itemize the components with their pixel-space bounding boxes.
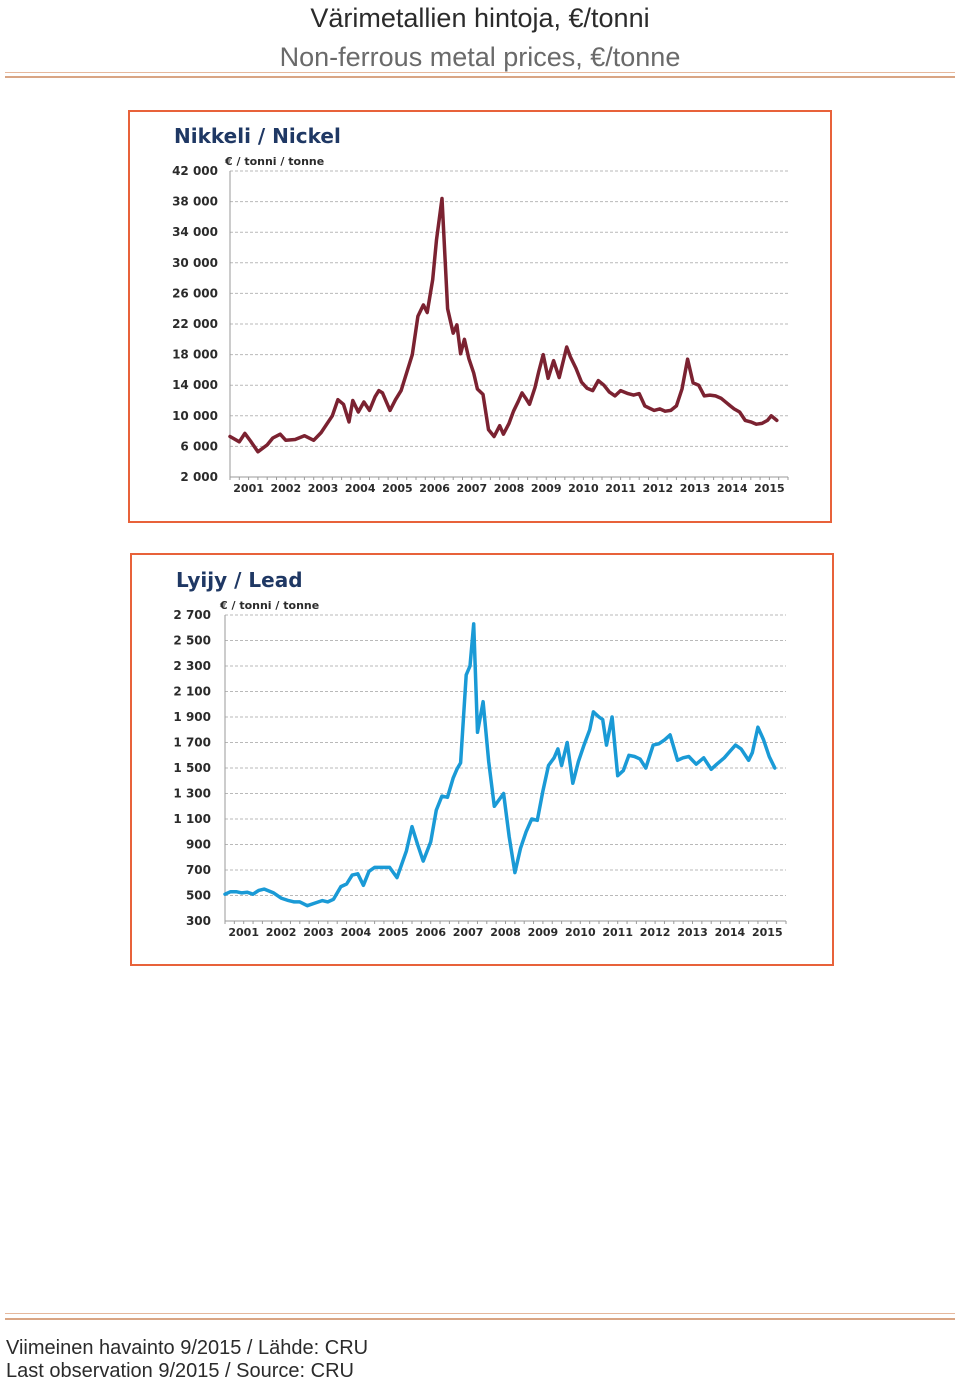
y-tick-label: 2 100 — [173, 685, 211, 699]
y-tick-label: 700 — [186, 863, 211, 877]
x-tick-label: 2011 — [602, 926, 633, 939]
y-axis-unit-label: € / tonni / tonne — [224, 155, 324, 168]
x-tick-label: 2003 — [303, 926, 334, 939]
x-tick-label: 2014 — [715, 926, 746, 939]
lead-chart: 2 700 2 500 2 300 2 100 1 900 1 700 1 500 1 300… — [173, 599, 787, 939]
y-tick-label: 500 — [186, 889, 211, 903]
x-tick-label: 2007 — [456, 482, 487, 495]
y-tick-label: 1 300 — [173, 787, 211, 801]
x-tick-label: 2001 — [228, 926, 259, 939]
series-line — [223, 622, 777, 908]
x-tick-label: 2006 — [415, 926, 446, 939]
y-tick-label: 10 000 — [172, 409, 218, 423]
x-tick-label: 2002 — [266, 926, 297, 939]
y-tick-label: 2 700 — [173, 608, 211, 622]
x-tick-label: 2012 — [640, 926, 671, 939]
lead-chart-panel: Lyijy / Lead 2 700 2 500 2 300 2 100 1 900 1 … — [130, 553, 834, 966]
x-tick-label: 2005 — [378, 926, 409, 939]
y-tick-label: 42 000 — [172, 164, 218, 178]
x-tick-label: 2010 — [568, 482, 599, 495]
x-tick-label: 2013 — [680, 482, 711, 495]
y-tick-label: 38 000 — [172, 195, 218, 209]
x-tick-label: 2010 — [565, 926, 596, 939]
y-tick-label: 14 000 — [172, 378, 218, 392]
x-tick-label: 2015 — [752, 926, 783, 939]
y-tick-label: 34 000 — [172, 225, 218, 239]
x-tick-label: 2011 — [605, 482, 636, 495]
y-tick-label: 1 500 — [173, 761, 211, 775]
page-title-fi: Värimetallien hintoja, €/tonni — [310, 3, 650, 33]
series-line — [228, 196, 779, 454]
x-tick-label: 2007 — [453, 926, 484, 939]
x-tick-label: 2015 — [754, 482, 785, 495]
page-title-en: Non-ferrous metal prices, €/tonne — [279, 42, 681, 72]
x-tick-label: 2004 — [345, 482, 376, 495]
y-tick-label: 30 000 — [172, 256, 218, 270]
y-tick-label: 2 500 — [173, 634, 211, 648]
header-rule-thick — [5, 76, 955, 78]
footer-rule — [5, 1313, 955, 1314]
y-tick-label: 26 000 — [172, 286, 218, 300]
y-tick-label: 1 100 — [173, 812, 211, 826]
x-tick-label: 2009 — [528, 926, 559, 939]
nickel-chart: 42 000 38 000 34 000 30 000 26 000 22 000 18 0… — [172, 155, 789, 495]
source-note-fi: Viimeinen havainto 9/2015 / Lähde: CRU — [6, 1337, 369, 1359]
x-tick-label: 2004 — [341, 926, 372, 939]
x-tick-label: 2008 — [494, 482, 525, 495]
chart-title: Lyijy / Lead — [176, 568, 303, 592]
y-tick-label: 22 000 — [172, 317, 218, 331]
y-tick-label: 2 300 — [173, 659, 211, 673]
y-tick-label: 18 000 — [172, 348, 218, 362]
x-tick-label: 2013 — [677, 926, 708, 939]
x-tick-label: 2012 — [642, 482, 673, 495]
x-tick-label: 2003 — [308, 482, 339, 495]
x-tick-label: 2008 — [490, 926, 521, 939]
x-tick-label: 2001 — [233, 482, 264, 495]
y-tick-label: 300 — [186, 914, 211, 928]
y-tick-label: 2 000 — [180, 470, 218, 484]
y-tick-label: 900 — [186, 838, 211, 852]
y-axis-unit-label: € / tonni / tonne — [219, 599, 319, 612]
y-tick-label: 6 000 — [180, 439, 218, 453]
x-tick-label: 2009 — [531, 482, 562, 495]
header-rule — [5, 72, 955, 73]
chart-title: Nikkeli / Nickel — [174, 124, 341, 148]
x-tick-label: 2005 — [382, 482, 413, 495]
x-tick-label: 2002 — [270, 482, 301, 495]
y-tick-label: 1 700 — [173, 736, 211, 750]
x-tick-label: 2006 — [419, 482, 450, 495]
footer-rule-thick — [5, 1318, 955, 1320]
x-tick-label: 2014 — [717, 482, 748, 495]
nickel-chart-panel: Nikkeli / Nickel 42 000 38 000 34 000 30 00… — [128, 110, 832, 523]
source-note-en: Last observation 9/2015 / Source: CRU — [6, 1360, 354, 1382]
y-tick-label: 1 900 — [173, 710, 211, 724]
